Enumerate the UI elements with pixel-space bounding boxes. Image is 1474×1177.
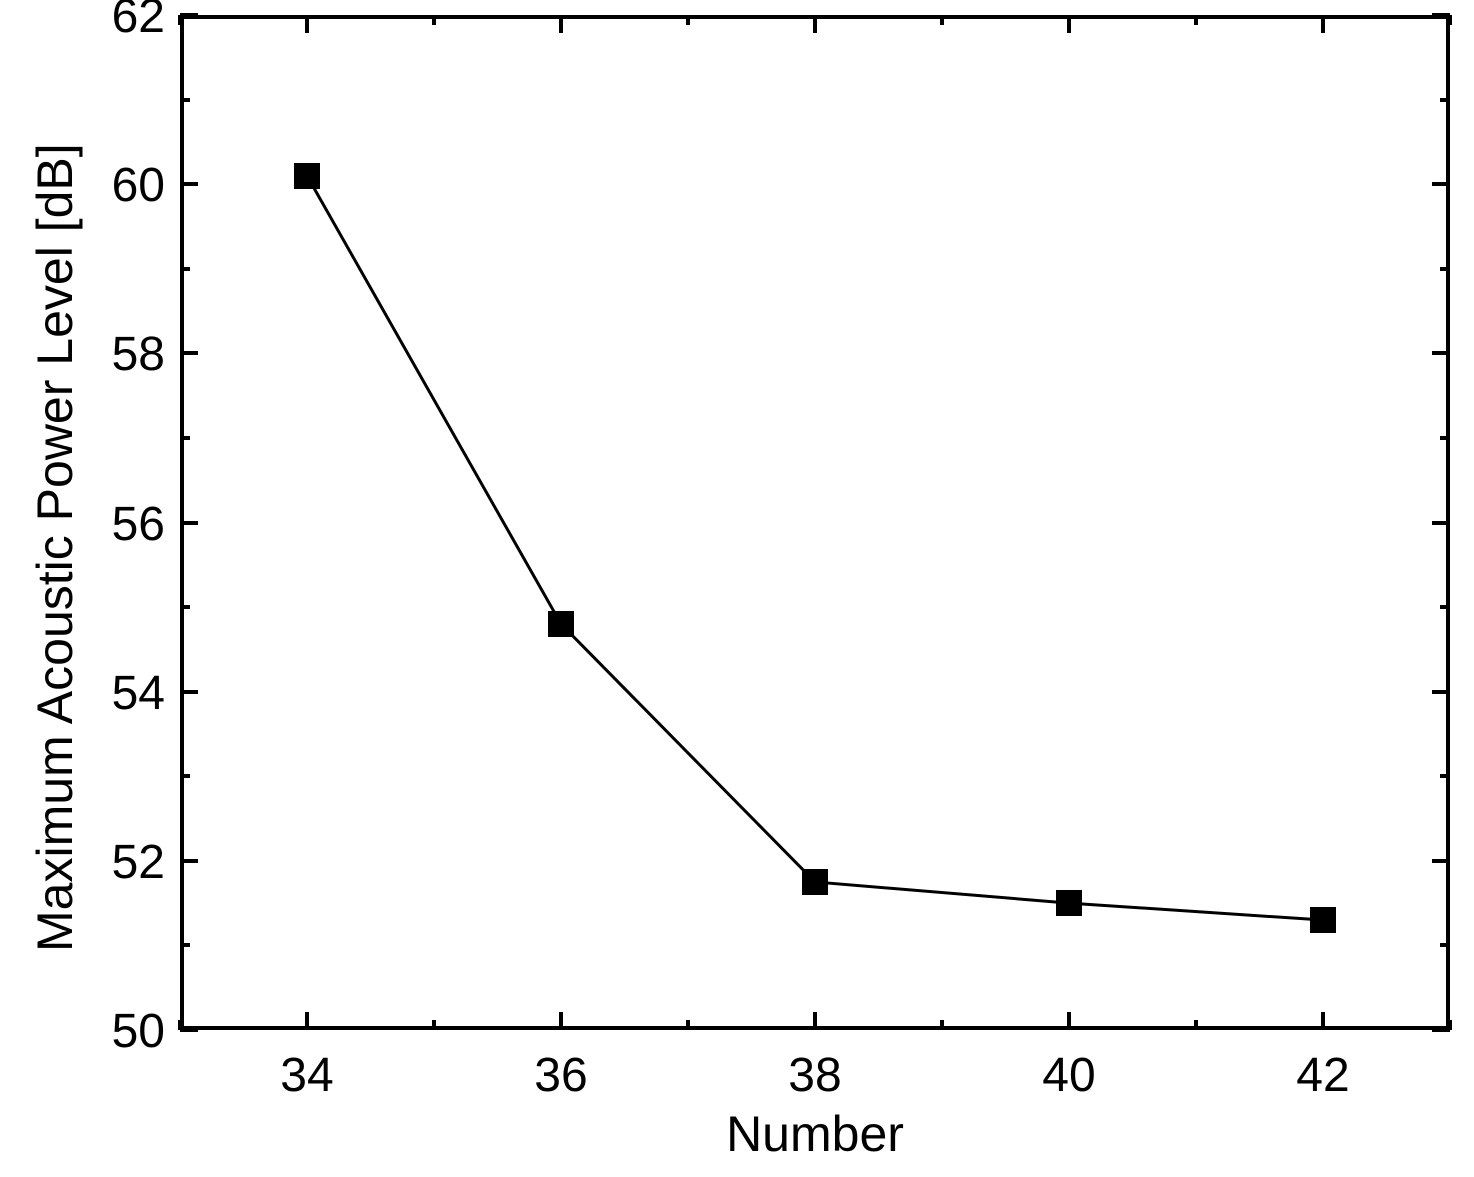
x-major-tick	[1321, 1012, 1325, 1030]
y-minor-tick	[180, 267, 190, 271]
y-minor-tick	[180, 98, 190, 102]
y-minor-tick	[1440, 267, 1450, 271]
x-tick-label: 40	[1029, 1048, 1109, 1103]
y-tick-label: 50	[100, 1004, 165, 1059]
x-major-tick	[305, 1012, 309, 1030]
y-major-tick	[180, 182, 198, 186]
x-axis-label: Number	[715, 1105, 915, 1163]
x-minor-tick	[940, 1020, 944, 1030]
y-major-tick	[180, 521, 198, 525]
y-major-tick	[180, 13, 198, 17]
y-tick-label: 54	[100, 666, 165, 721]
x-major-tick	[813, 15, 817, 33]
y-tick-label: 58	[100, 327, 165, 382]
y-tick-label: 60	[100, 158, 165, 213]
y-minor-tick	[1440, 605, 1450, 609]
x-minor-tick	[686, 1020, 690, 1030]
y-tick-label: 52	[100, 835, 165, 890]
y-tick-label: 62	[100, 0, 165, 44]
data-marker	[294, 163, 320, 189]
y-minor-tick	[180, 943, 190, 947]
y-major-tick	[1432, 182, 1450, 186]
x-major-tick	[305, 15, 309, 33]
x-tick-label: 34	[267, 1048, 347, 1103]
data-marker	[802, 869, 828, 895]
x-tick-label: 36	[521, 1048, 601, 1103]
y-major-tick	[180, 690, 198, 694]
x-major-tick	[559, 15, 563, 33]
y-major-tick	[1432, 351, 1450, 355]
y-minor-tick	[1440, 774, 1450, 778]
x-tick-label: 42	[1283, 1048, 1363, 1103]
x-minor-tick	[178, 1020, 182, 1030]
x-major-tick	[1067, 1012, 1071, 1030]
y-major-tick	[1432, 690, 1450, 694]
y-minor-tick	[1440, 436, 1450, 440]
data-marker	[548, 611, 574, 637]
x-minor-tick	[178, 15, 182, 25]
y-minor-tick	[180, 605, 190, 609]
x-minor-tick	[1194, 1020, 1198, 1030]
y-minor-tick	[1440, 943, 1450, 947]
x-minor-tick	[1194, 15, 1198, 25]
x-minor-tick	[686, 15, 690, 25]
x-major-tick	[1321, 15, 1325, 33]
y-axis-label: Maximum Acoustic Power Level [dB]	[26, 102, 84, 952]
x-major-tick	[1067, 15, 1071, 33]
y-major-tick	[1432, 521, 1450, 525]
y-major-tick	[180, 859, 198, 863]
x-minor-tick	[1448, 15, 1452, 25]
y-minor-tick	[180, 436, 190, 440]
x-major-tick	[813, 1012, 817, 1030]
y-minor-tick	[180, 774, 190, 778]
chart-container: Maximum Acoustic Power Level [dB] Number…	[0, 0, 1474, 1177]
x-minor-tick	[1448, 1020, 1452, 1030]
y-tick-label: 56	[100, 497, 165, 552]
x-tick-label: 38	[775, 1048, 855, 1103]
x-minor-tick	[940, 15, 944, 25]
y-major-tick	[180, 1028, 198, 1032]
x-minor-tick	[432, 15, 436, 25]
y-major-tick	[180, 351, 198, 355]
y-minor-tick	[1440, 98, 1450, 102]
data-marker	[1056, 890, 1082, 916]
x-major-tick	[559, 1012, 563, 1030]
x-minor-tick	[432, 1020, 436, 1030]
data-marker	[1310, 907, 1336, 933]
y-major-tick	[1432, 859, 1450, 863]
